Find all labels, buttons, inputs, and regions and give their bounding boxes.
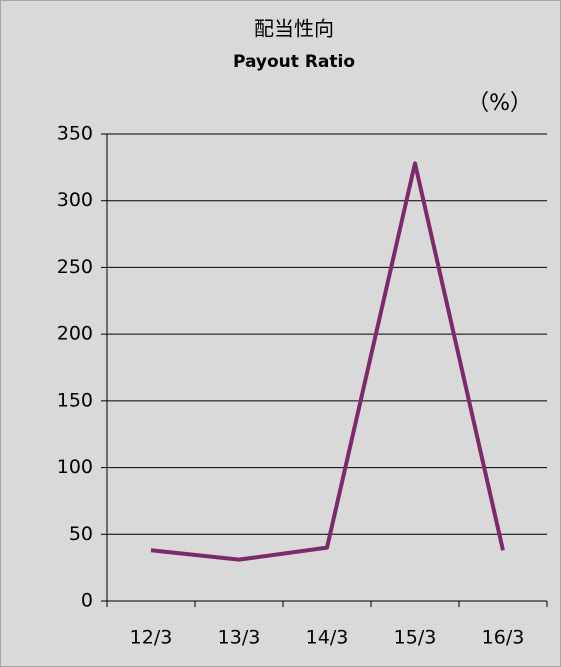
y-tick-label: 150 (57, 389, 93, 411)
y-tick-label: 250 (57, 256, 93, 278)
y-tick-label: 300 (57, 189, 93, 211)
chart-subtitle: Payout Ratio (233, 52, 355, 72)
line-series (150, 161, 505, 562)
y-tick-label: 50 (69, 523, 93, 545)
x-tick-label: 15/3 (394, 627, 437, 649)
x-tick-label: 13/3 (218, 627, 261, 649)
y-tick-label: 100 (57, 456, 93, 478)
x-tick-label: 14/3 (306, 627, 349, 649)
y-tick-label: 200 (57, 323, 93, 345)
y-unit: （%） (467, 91, 532, 116)
y-tick-label: 350 (57, 123, 93, 145)
chart-title: 配当性向 (254, 17, 334, 41)
x-tick-label: 12/3 (130, 627, 173, 649)
x-tick-label: 16/3 (482, 627, 525, 649)
y-tick-label: 0 (81, 590, 93, 612)
